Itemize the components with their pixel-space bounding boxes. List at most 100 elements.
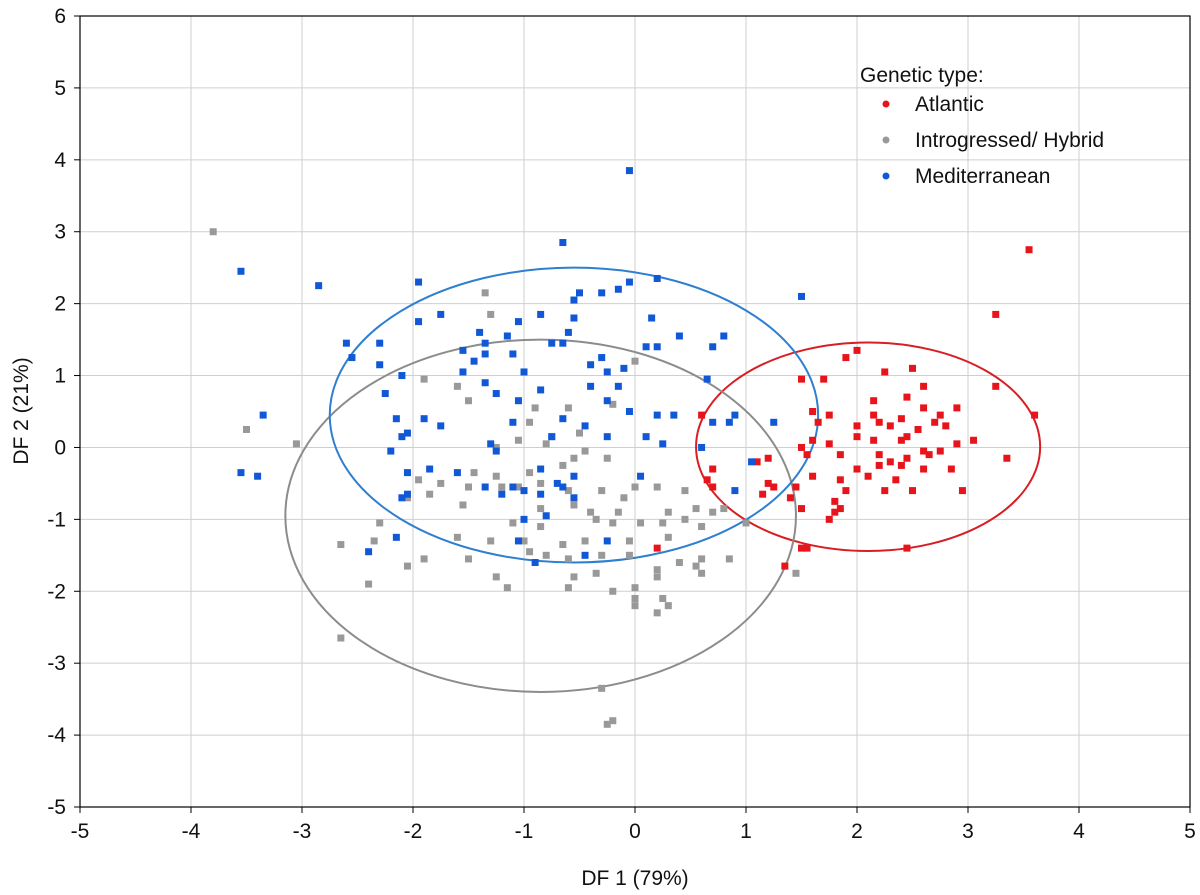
introgressed-hybrid-point: [559, 541, 567, 549]
introgressed-hybrid-point: [698, 555, 706, 563]
atlantic-point: [864, 472, 872, 480]
mediterranean-point: [653, 274, 661, 282]
atlantic-point: [836, 505, 844, 513]
introgressed-hybrid-point: [487, 310, 495, 318]
introgressed-hybrid-point: [403, 494, 411, 502]
mediterranean-point: [470, 357, 478, 365]
mediterranean-point: [365, 548, 373, 556]
y-tick-label: 2: [54, 293, 66, 316]
mediterranean-point: [492, 390, 500, 398]
introgressed-hybrid-point: [598, 684, 606, 692]
atlantic-point: [875, 451, 883, 459]
atlantic-point: [770, 483, 778, 491]
mediterranean-point: [537, 465, 545, 473]
introgressed-hybrid-point: [653, 483, 661, 491]
atlantic-point: [1025, 246, 1033, 254]
atlantic-point: [759, 490, 767, 498]
data-points: [209, 167, 1039, 728]
atlantic-point: [903, 433, 911, 441]
introgressed-hybrid-legend-marker: [882, 136, 890, 144]
atlantic-point: [903, 454, 911, 462]
introgressed-hybrid-point: [631, 584, 639, 592]
introgressed-hybrid-point: [725, 555, 733, 563]
mediterranean-point: [403, 429, 411, 437]
x-tick-label: 4: [1073, 820, 1085, 843]
atlantic-point: [958, 487, 966, 495]
legend-items: Atlantic Introgressed/ Hybrid Mediterranea…: [882, 93, 1104, 188]
introgressed-hybrid-point: [459, 501, 467, 509]
introgressed-hybrid-point: [692, 562, 700, 570]
mediterranean-point: [642, 433, 650, 441]
atlantic-point: [953, 404, 961, 412]
mediterranean-point: [570, 314, 578, 322]
mediterranean-point: [620, 364, 628, 372]
atlantic-points: [653, 246, 1039, 570]
mediterranean-point: [348, 354, 356, 362]
mediterranean-point: [659, 440, 667, 448]
atlantic-legend-marker: [882, 100, 890, 108]
introgressed-hybrid-point: [509, 519, 517, 527]
introgressed-hybrid-point: [614, 508, 622, 516]
introgressed-hybrid-point: [243, 425, 250, 433]
mediterranean-point: [559, 239, 567, 247]
atlantic-point: [953, 440, 961, 448]
mediterranean-point: [576, 289, 583, 297]
introgressed-hybrid-point: [709, 508, 717, 516]
introgressed-hybrid-point: [609, 400, 617, 408]
atlantic-point: [936, 411, 944, 419]
x-axis-title: DF 1 (79%): [581, 867, 688, 890]
mediterranean-point: [559, 483, 567, 491]
atlantic-point: [809, 408, 817, 415]
atlantic-point: [853, 422, 861, 430]
atlantic-point: [1003, 454, 1011, 462]
mediterranean-point: [481, 379, 489, 387]
mediterranean-ellipse: [328, 266, 820, 564]
atlantic-point: [875, 461, 883, 469]
atlantic-point: [886, 422, 894, 430]
introgressed-hybrid-point: [720, 505, 728, 513]
mediterranean-point: [598, 289, 606, 297]
mediterranean-point: [492, 447, 500, 455]
y-tick-label: 5: [54, 77, 66, 100]
atlantic-point: [764, 479, 772, 487]
atlantic-point: [809, 436, 817, 444]
introgressed-hybrid-point: [453, 382, 461, 390]
atlantic-point: [653, 544, 661, 552]
introgressed-hybrid-point: [681, 515, 689, 523]
atlantic-point: [920, 404, 928, 412]
mediterranean-point: [570, 296, 578, 304]
introgressed-hybrid-point: [542, 440, 550, 448]
introgressed-hybrid-point: [609, 519, 617, 527]
atlantic-point: [914, 425, 922, 433]
mediterranean-point: [259, 411, 267, 419]
y-tick-label: -2: [47, 580, 66, 603]
introgressed-hybrid-point: [570, 454, 578, 462]
atlantic-point: [892, 476, 900, 484]
mediterranean-point: [570, 494, 578, 502]
atlantic-point: [798, 544, 805, 552]
mediterranean-points: [237, 167, 805, 567]
introgressed-hybrid-point: [514, 436, 522, 444]
mediterranean-point: [392, 415, 400, 423]
mediterranean-point: [720, 332, 728, 340]
introgressed-hybrid-point: [487, 537, 495, 545]
introgressed-hybrid-point: [559, 461, 567, 469]
mediterranean-point: [553, 479, 561, 487]
mediterranean-point: [315, 282, 323, 290]
mediterranean-point: [531, 559, 539, 567]
x-tick-label: 5: [1184, 820, 1196, 843]
introgressed-hybrid-point: [698, 523, 706, 531]
mediterranean-point: [625, 278, 633, 286]
mediterranean-point: [614, 285, 622, 293]
introgressed-hybrid-point: [426, 490, 434, 498]
legend: Genetic type: Atlantic Introgressed/ Hybr…: [860, 64, 1104, 188]
mediterranean-point: [559, 339, 567, 347]
introgressed-hybrid-point: [526, 418, 534, 426]
mediterranean-point: [603, 368, 611, 376]
introgressed-hybrid-point: [625, 537, 633, 545]
atlantic-point: [870, 411, 878, 419]
x-tick-label: -4: [182, 820, 201, 843]
y-axis-title: DF 2 (21%): [10, 357, 33, 464]
atlantic-point: [853, 433, 861, 441]
